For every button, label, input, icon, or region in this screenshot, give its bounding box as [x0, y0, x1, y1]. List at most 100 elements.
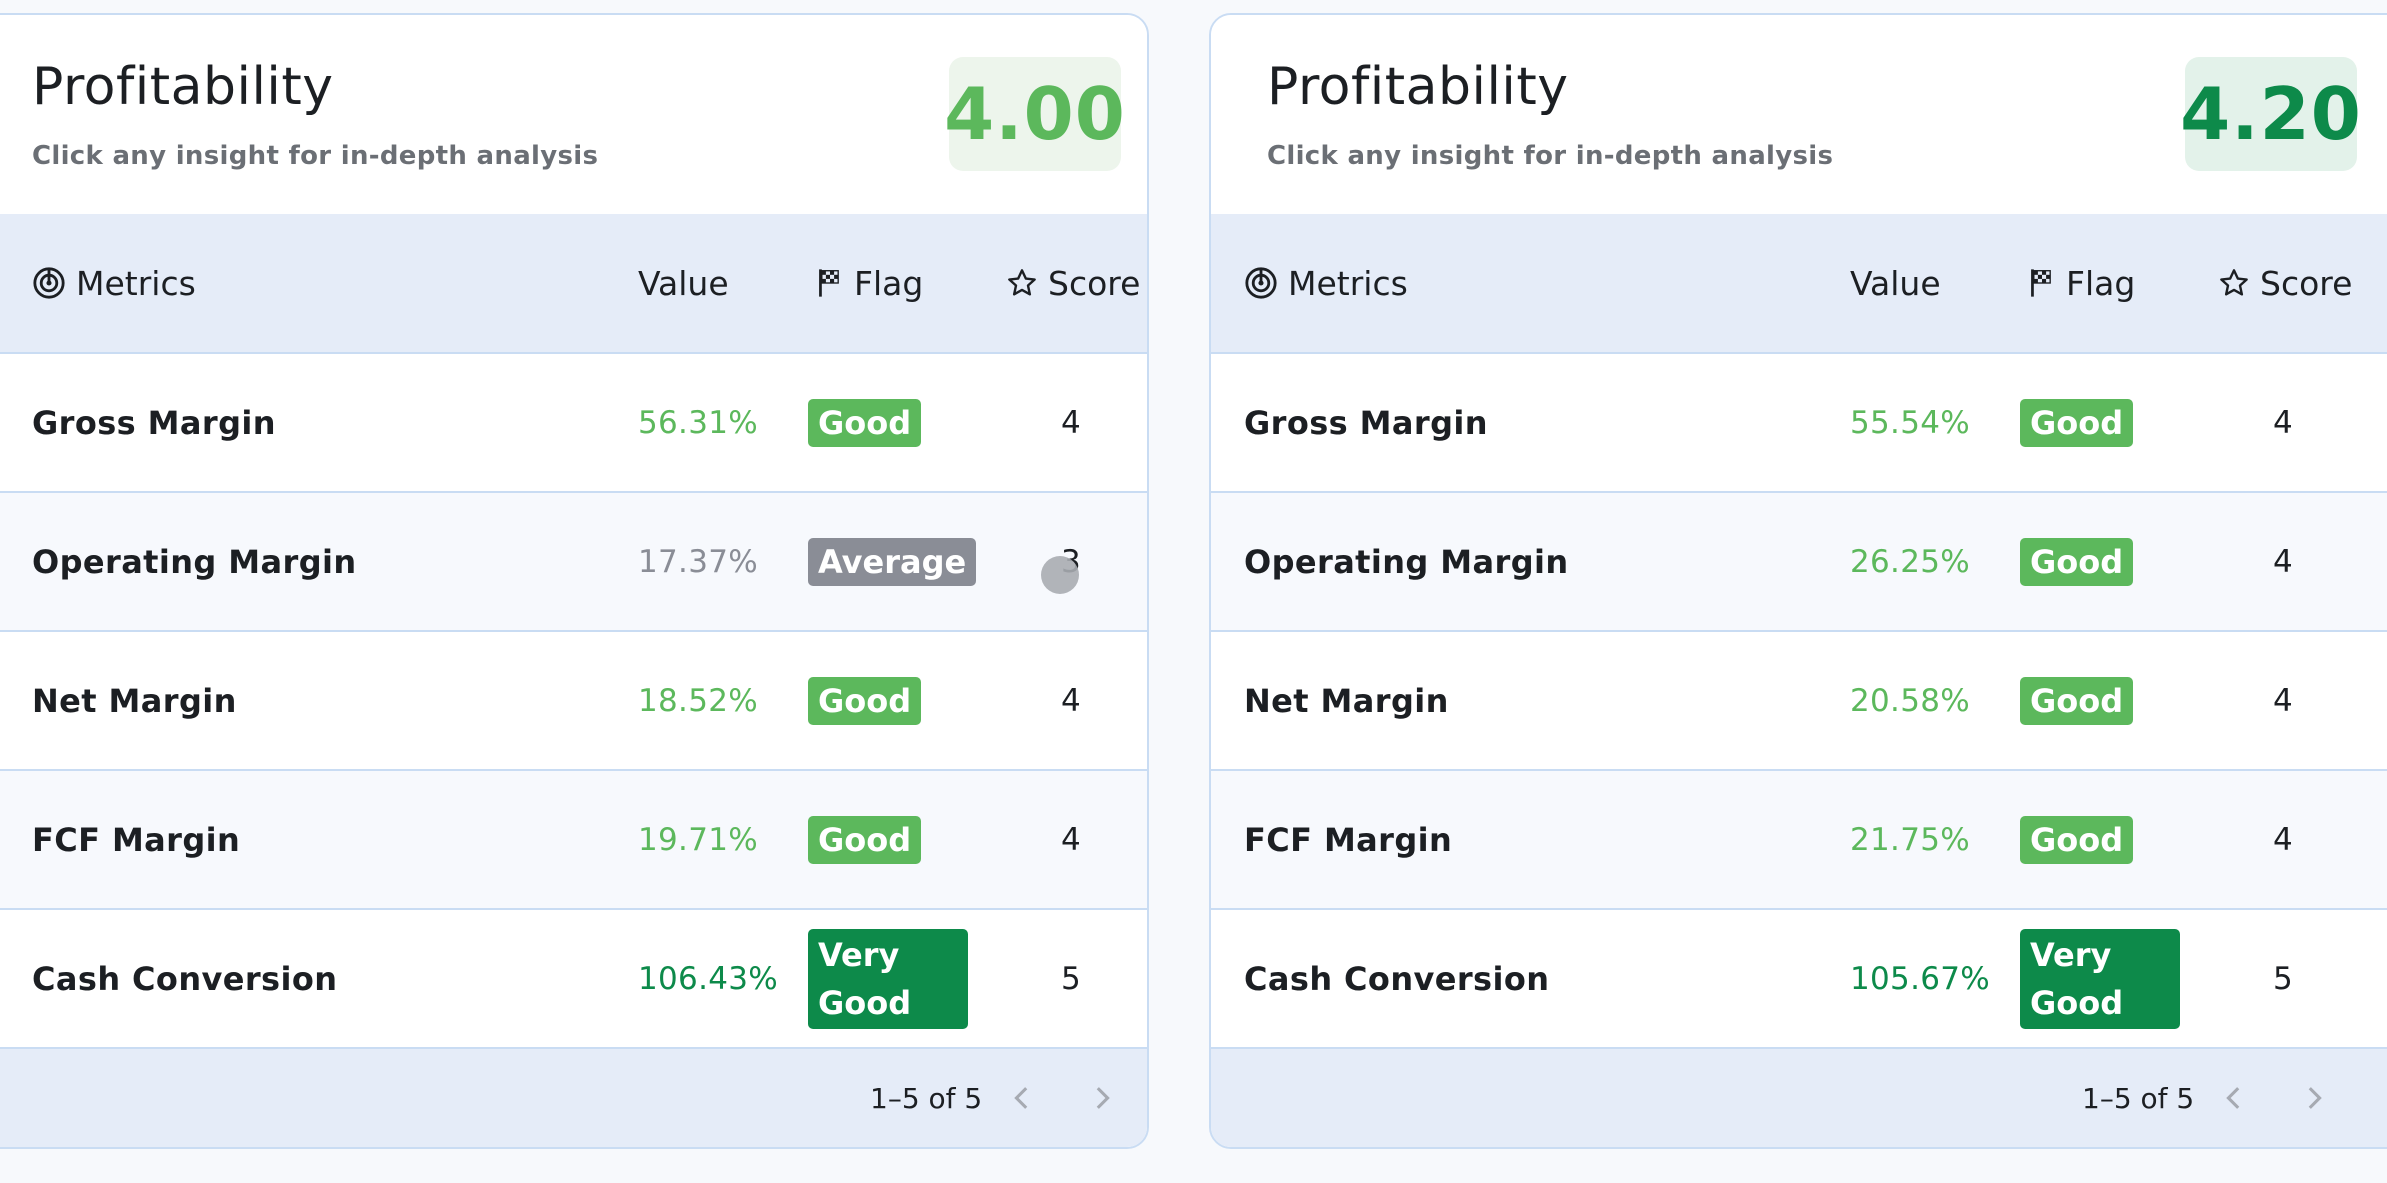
- column-label: Flag: [2066, 263, 2136, 303]
- card-title: Profitability: [1267, 57, 1569, 117]
- column-header-metrics[interactable]: Metrics: [32, 214, 196, 352]
- star-icon: [2220, 269, 2248, 296]
- star-icon: [1008, 269, 1036, 296]
- metric-score: 5: [1061, 960, 1081, 997]
- flag-cell: Good: [2020, 771, 2134, 908]
- column-label: Value: [638, 263, 729, 303]
- flag-cell: Good: [2020, 354, 2134, 491]
- metric-value: 56.31%: [638, 404, 759, 441]
- column-header-value[interactable]: Value: [1850, 214, 1941, 352]
- flag-cell: Good: [2020, 493, 2134, 630]
- column-header-score[interactable]: Score: [2218, 214, 2352, 352]
- profitability-card: Profitability Click any insight for in-d…: [1209, 13, 2387, 1149]
- card-subtitle: Click any insight for in-depth analysis: [32, 141, 599, 171]
- table-row[interactable]: Cash Conversion 106.43% Very Good 5: [0, 910, 1147, 1049]
- flag-badge: Good: [808, 398, 922, 447]
- flag-cell: Good: [808, 632, 922, 769]
- pagination-info: 1–5 of 5: [2082, 1081, 2195, 1115]
- column-header-flag[interactable]: Flag: [816, 214, 923, 352]
- chevron-left-icon: [2226, 1087, 2240, 1109]
- table-footer: 1–5 of 5: [1211, 1049, 2387, 1147]
- metric-value: 105.67%: [1850, 960, 1991, 997]
- flag-cell: Very Good: [808, 910, 968, 1047]
- table-row[interactable]: Net Margin 20.58% Good 4: [1211, 632, 2387, 771]
- table-row[interactable]: Net Margin 18.52% Good 4: [0, 632, 1147, 771]
- metric-score: 4: [1061, 404, 1081, 441]
- table-row[interactable]: FCF Margin 19.71% Good 4: [0, 771, 1147, 910]
- flag-badge: Average: [808, 537, 977, 586]
- metric-value: 26.25%: [1850, 543, 1971, 580]
- mouse-cursor-indicator: [1041, 556, 1079, 594]
- previous-page-button[interactable]: [2212, 1049, 2256, 1147]
- metric-score: 4: [2273, 821, 2293, 858]
- metric-score: 5: [2273, 960, 2293, 997]
- column-header-value[interactable]: Value: [638, 214, 729, 352]
- column-header-score[interactable]: Score: [1006, 214, 1140, 352]
- next-page-button[interactable]: [1080, 1049, 1124, 1147]
- flag-badge: Good: [2020, 537, 2134, 586]
- table-footer: 1–5 of 5: [0, 1049, 1147, 1147]
- column-label: Flag: [854, 263, 924, 303]
- metric-name: Cash Conversion: [32, 959, 338, 998]
- chevron-left-icon: [1014, 1087, 1028, 1109]
- flag-badge: Very Good: [808, 928, 968, 1029]
- profitability-card: Profitability Click any insight for in-d…: [0, 13, 1149, 1149]
- target-icon: [1245, 267, 1277, 299]
- metric-name: Net Margin: [32, 681, 237, 720]
- chevron-right-icon: [1096, 1087, 1110, 1109]
- flag-badge: Good: [2020, 398, 2134, 447]
- flag-cell: Good: [2020, 632, 2134, 769]
- column-label: Metrics: [1288, 263, 1408, 303]
- table-row[interactable]: Cash Conversion 105.67% Very Good 5: [1211, 910, 2387, 1049]
- card-title: Profitability: [32, 57, 334, 117]
- metric-score: 4: [2273, 543, 2293, 580]
- column-label: Score: [1048, 263, 1141, 303]
- metric-value: 21.75%: [1850, 821, 1971, 858]
- table-row[interactable]: FCF Margin 21.75% Good 4: [1211, 771, 2387, 910]
- metric-value: 17.37%: [638, 543, 759, 580]
- table-header: Metrics Value Flag Score: [0, 214, 1147, 354]
- metric-score: 4: [2273, 404, 2293, 441]
- table-header: Metrics Value Flag Score: [1211, 214, 2387, 354]
- checkered-flag-icon: [819, 269, 839, 297]
- column-header-metrics[interactable]: Metrics: [1244, 214, 1408, 352]
- table-row[interactable]: Gross Margin 56.31% Good 4: [0, 354, 1147, 493]
- chevron-right-icon: [2308, 1087, 2322, 1109]
- checkered-flag-icon: [2031, 269, 2051, 297]
- metric-name: Gross Margin: [32, 403, 276, 442]
- table-row[interactable]: Gross Margin 55.54% Good 4: [1211, 354, 2387, 493]
- flag-cell: Good: [808, 771, 922, 908]
- metric-value: 20.58%: [1850, 682, 1971, 719]
- metric-value: 55.54%: [1850, 404, 1971, 441]
- metric-value: 106.43%: [638, 960, 779, 997]
- flag-badge: Good: [2020, 676, 2134, 725]
- metric-name: Gross Margin: [1244, 403, 1488, 442]
- flag-badge: Good: [808, 815, 922, 864]
- overall-score-badge: 4.00: [944, 57, 1125, 171]
- previous-page-button[interactable]: [1000, 1049, 1044, 1147]
- flag-badge: Good: [2020, 815, 2134, 864]
- column-label: Value: [1850, 263, 1941, 303]
- card-header: Profitability Click any insight for in-d…: [1211, 15, 2387, 216]
- column-label: Metrics: [76, 263, 196, 303]
- flag-cell: Good: [808, 354, 922, 491]
- metric-score: 4: [1061, 682, 1081, 719]
- overall-score-badge: 4.20: [2180, 57, 2361, 171]
- metric-score: 4: [2273, 682, 2293, 719]
- card-subtitle: Click any insight for in-depth analysis: [1267, 141, 1834, 171]
- table-row[interactable]: Operating Margin 26.25% Good 4: [1211, 493, 2387, 632]
- metric-value: 19.71%: [638, 821, 759, 858]
- metric-name: FCF Margin: [1244, 820, 1453, 859]
- metric-name: Cash Conversion: [1244, 959, 1550, 998]
- metric-name: Net Margin: [1244, 681, 1449, 720]
- metric-name: Operating Margin: [1244, 542, 1569, 581]
- column-label: Score: [2260, 263, 2353, 303]
- column-header-flag[interactable]: Flag: [2028, 214, 2135, 352]
- flag-badge: Very Good: [2020, 928, 2180, 1029]
- metric-value: 18.52%: [638, 682, 759, 719]
- flag-cell: Very Good: [2020, 910, 2180, 1047]
- next-page-button[interactable]: [2292, 1049, 2336, 1147]
- card-header: Profitability Click any insight for in-d…: [0, 15, 1147, 216]
